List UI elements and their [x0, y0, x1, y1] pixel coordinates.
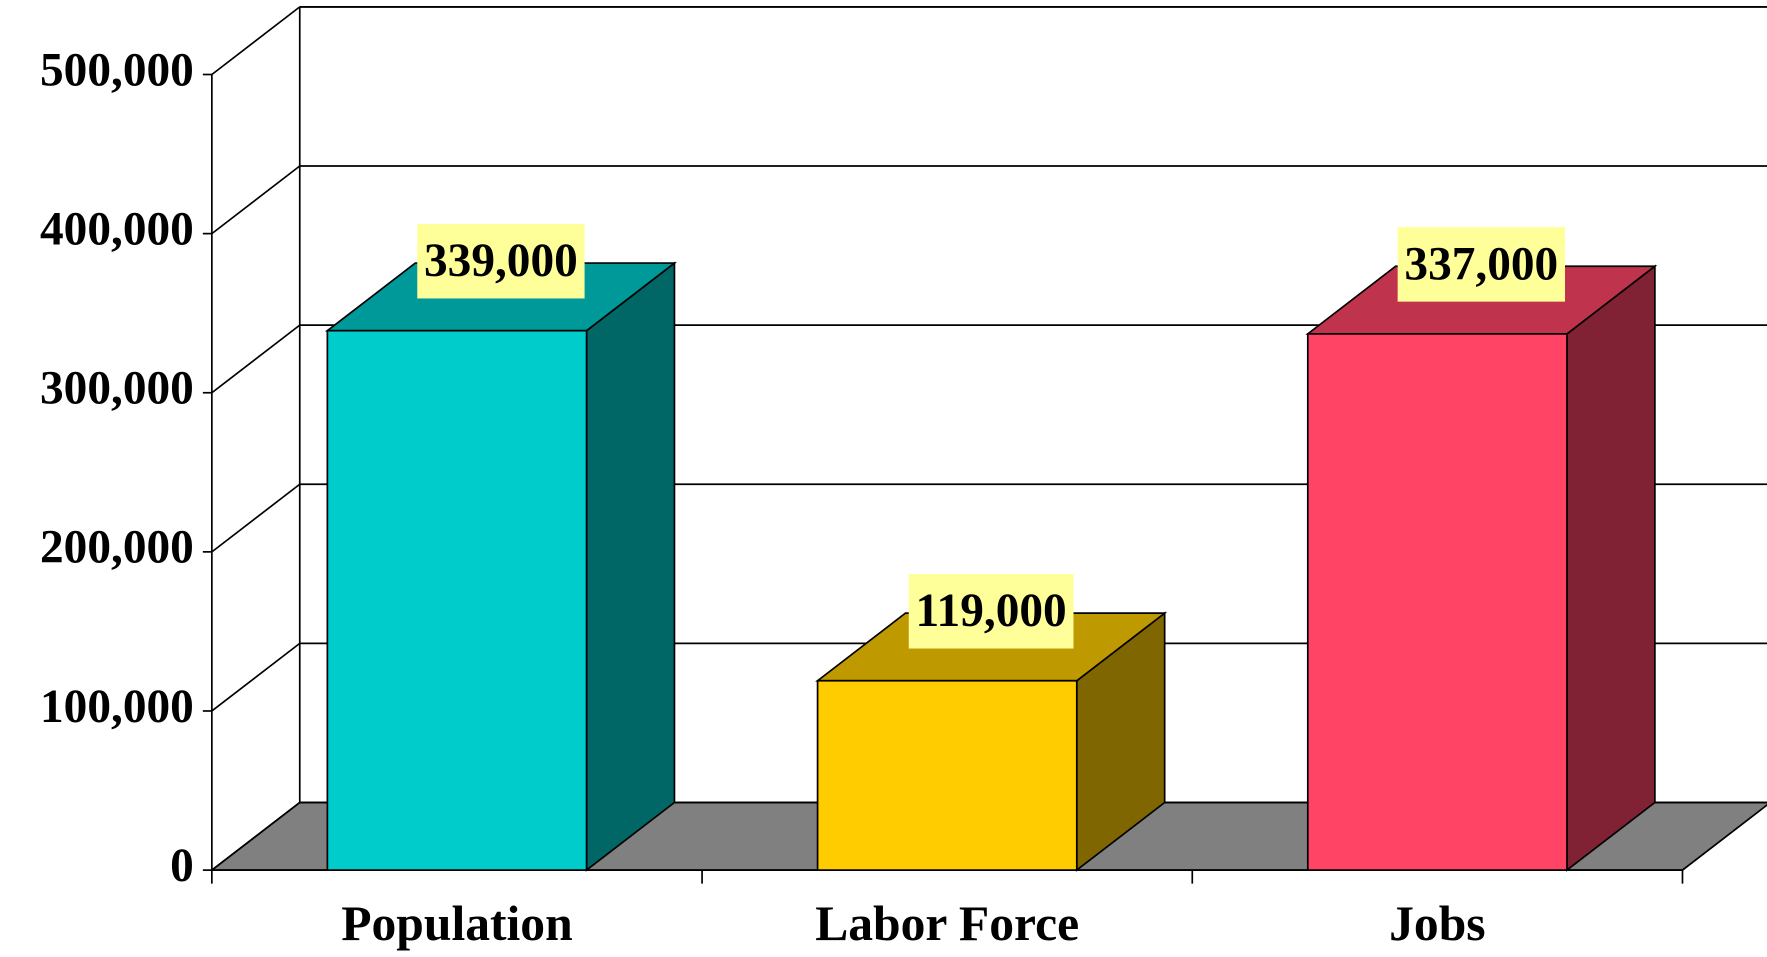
bar-side: [585, 261, 676, 872]
value-label-bg: [908, 573, 1074, 649]
x-tick-label: Labor Force: [815, 896, 1079, 951]
x-tick-label: Population: [341, 896, 572, 951]
grid-line: [211, 324, 301, 394]
y-tick-label: 0: [170, 840, 194, 892]
value-label-bg: [417, 223, 585, 299]
y-tick-label: 100,000: [40, 681, 194, 733]
bar: [816, 679, 1078, 871]
grid-line: [211, 6, 301, 76]
value-label: 337,000: [1404, 238, 1558, 290]
bar: [326, 329, 588, 871]
y-tick-label: 200,000: [40, 522, 194, 574]
value-label: 339,000: [424, 235, 578, 287]
y-tick-label: 500,000: [40, 44, 194, 96]
bar-side: [1566, 264, 1656, 872]
grid-line: [211, 642, 301, 712]
bar: [1306, 333, 1568, 871]
y-tick-label: 400,000: [40, 203, 194, 255]
value-label-bg: [1397, 227, 1566, 302]
grid-line: [211, 165, 301, 235]
x-tick-label: Jobs: [1389, 896, 1485, 951]
value-label: 119,000: [916, 585, 1067, 637]
y-tick-label: 300,000: [40, 363, 194, 415]
grid-line: [211, 801, 301, 871]
grid-line: [211, 483, 301, 553]
